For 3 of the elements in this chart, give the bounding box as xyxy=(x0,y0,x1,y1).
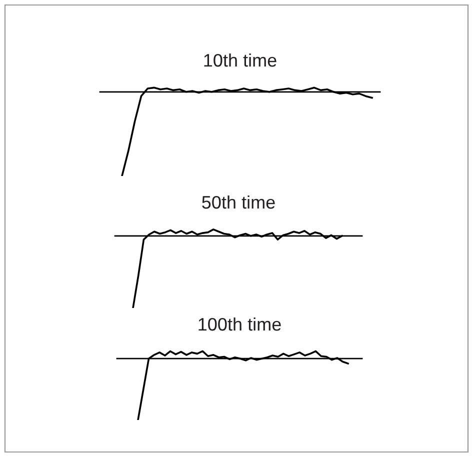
chart-title: 100th time xyxy=(198,317,281,331)
chart-title: 10th time xyxy=(204,53,276,67)
chart-title: 50th time xyxy=(202,195,275,209)
